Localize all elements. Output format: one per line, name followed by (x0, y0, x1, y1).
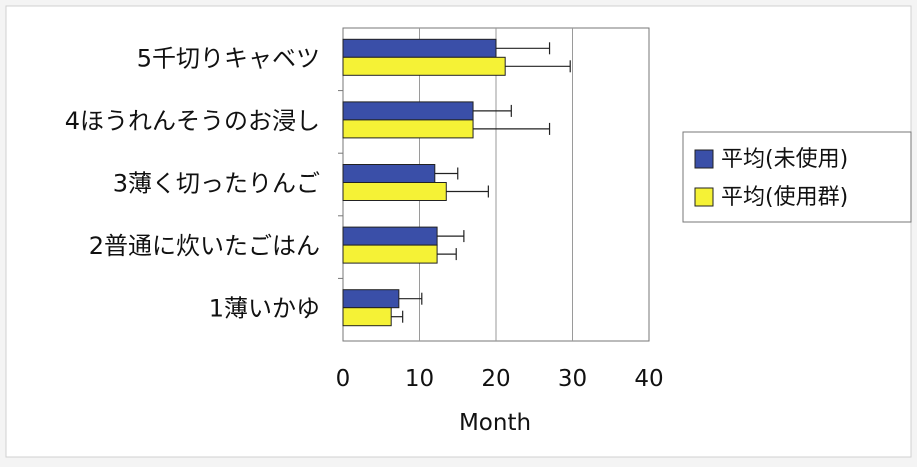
legend-label: 平均(未使用) (721, 147, 848, 172)
category-label: 3薄く切ったりんご (113, 170, 320, 198)
x-tick-label: 0 (336, 366, 351, 392)
legend: 平均(未使用) 平均(使用群) (694, 147, 848, 210)
legend-box (682, 131, 912, 223)
error-bars (391, 42, 571, 323)
legend-label: 平均(使用群) (721, 185, 848, 210)
bar (342, 38, 497, 58)
bar (342, 307, 392, 327)
x-axis-title: Month (459, 410, 531, 436)
x-tick-labels: 0 10 20 30 40 (336, 366, 664, 392)
x-tick-label: 30 (558, 366, 587, 392)
category-label: 2普通に炊いたごはん (89, 232, 320, 260)
bar (342, 244, 438, 264)
category-label: 1薄いかゆ (209, 295, 320, 323)
bar (342, 226, 438, 246)
bar (342, 164, 436, 183)
bar (342, 182, 447, 201)
legend-swatch (694, 149, 714, 169)
bar (342, 119, 474, 139)
bar (342, 56, 506, 76)
category-labels: 5千切りキャベツ 4ほうれんそうのお浸し 3薄く切ったりんご 2普通に炊いたごはん 1薄… (65, 44, 320, 322)
bar (342, 289, 400, 309)
legend-swatch (694, 187, 714, 207)
x-tick-label: 10 (405, 366, 434, 392)
category-label: 4ほうれんそうのお浸し (65, 107, 320, 135)
bar (342, 101, 474, 121)
x-tick-label: 40 (634, 366, 663, 392)
category-label: 5千切りキャベツ (137, 44, 320, 72)
x-tick-label: 20 (481, 366, 510, 392)
